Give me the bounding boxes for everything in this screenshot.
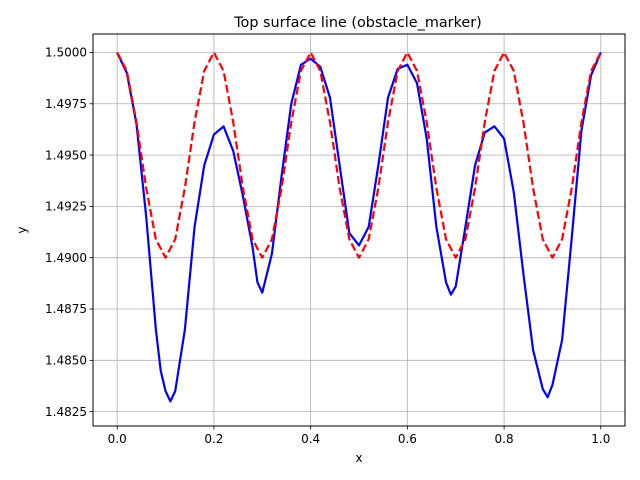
y-tick-label: 1.4975 xyxy=(45,97,87,111)
x-axis-label: x xyxy=(355,451,362,465)
y-axis-label: y xyxy=(15,226,29,233)
y-tick-label: 1.4950 xyxy=(45,148,87,162)
x-tick-label: 1.0 xyxy=(591,432,610,446)
series-layer xyxy=(116,51,602,403)
x-axis: 0.0 0.2 0.4 0.6 0.8 1.0 xyxy=(108,426,610,446)
x-tick-label: 0.8 xyxy=(495,432,514,446)
x-tick-label: 0.0 xyxy=(108,432,127,446)
y-tick-label: 1.4875 xyxy=(45,302,87,316)
series-line-dashed xyxy=(116,51,602,259)
y-tick-label: 1.5000 xyxy=(45,46,87,60)
chart-title: Top surface line (obstacle_marker) xyxy=(233,15,482,31)
y-axis: 1.4825 1.4850 1.4875 1.4900 1.4925 1.4950 1.49… xyxy=(45,46,93,419)
y-tick-label: 1.4825 xyxy=(45,405,87,419)
x-tick-label: 0.6 xyxy=(398,432,417,446)
y-tick-label: 1.4900 xyxy=(45,251,87,265)
plot-frame xyxy=(92,33,626,427)
y-tick-label: 1.4925 xyxy=(45,200,87,214)
x-tick-label: 0.4 xyxy=(301,432,320,446)
x-tick-label: 0.2 xyxy=(204,432,223,446)
series-line-solid xyxy=(116,52,602,403)
y-tick-label: 1.4850 xyxy=(45,354,87,368)
